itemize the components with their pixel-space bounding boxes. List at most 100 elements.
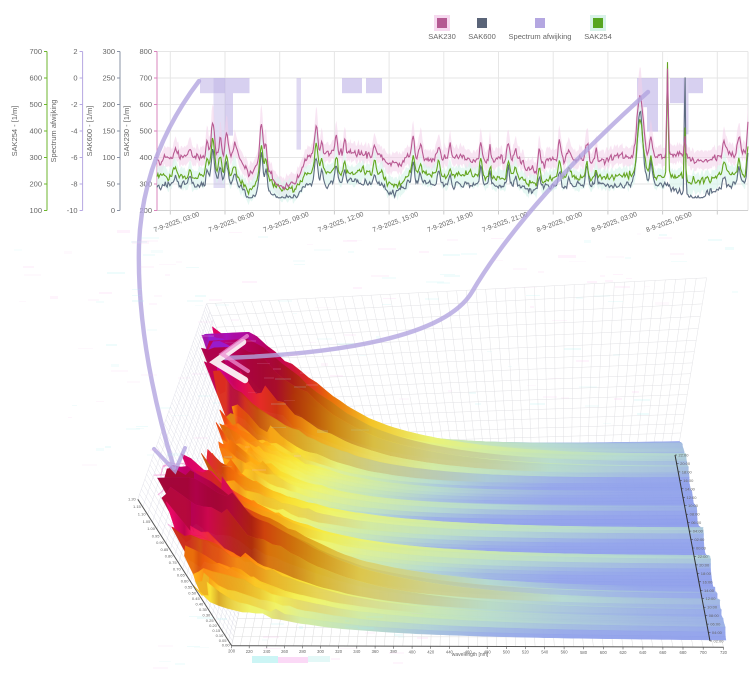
- svg-text:1.00: 1.00: [147, 526, 156, 531]
- svg-text:700: 700: [139, 74, 152, 83]
- svg-text:500: 500: [503, 650, 511, 655]
- svg-text:200: 200: [228, 649, 236, 654]
- svg-text:420: 420: [427, 649, 435, 654]
- svg-text:08:00: 08:00: [709, 613, 720, 618]
- svg-text:04:00: 04:00: [712, 630, 723, 635]
- svg-text:22:00: 22:00: [698, 554, 709, 559]
- svg-text:SAK600: SAK600: [468, 32, 496, 41]
- svg-text:08:00: 08:00: [690, 512, 701, 517]
- svg-text:0.10: 0.10: [216, 633, 225, 638]
- svg-text:600: 600: [29, 74, 42, 83]
- svg-text:0.60: 0.60: [181, 579, 190, 584]
- svg-text:320: 320: [335, 649, 343, 654]
- svg-text:680: 680: [680, 650, 688, 655]
- svg-text:260: 260: [281, 649, 289, 654]
- svg-text:20:00: 20:00: [680, 461, 691, 466]
- svg-text:-6: -6: [71, 153, 78, 162]
- svg-text:22:00: 22:00: [679, 453, 690, 458]
- svg-text:500: 500: [139, 127, 152, 136]
- svg-text:-4: -4: [71, 127, 78, 136]
- svg-text:400: 400: [29, 127, 42, 136]
- svg-text:720: 720: [720, 650, 728, 655]
- svg-text:300: 300: [29, 153, 42, 162]
- svg-text:-2: -2: [71, 100, 78, 109]
- svg-text:-8: -8: [71, 180, 78, 189]
- svg-text:0.15: 0.15: [212, 628, 221, 633]
- svg-text:04:00: 04:00: [693, 529, 704, 534]
- svg-text:300: 300: [102, 47, 115, 56]
- svg-text:18:00: 18:00: [701, 571, 712, 576]
- svg-text:0.65: 0.65: [177, 573, 186, 578]
- svg-text:400: 400: [139, 153, 152, 162]
- svg-text:560: 560: [561, 650, 569, 655]
- svg-text:620: 620: [620, 650, 628, 655]
- svg-text:Spectrum afwijking: Spectrum afwijking: [49, 100, 58, 163]
- svg-text:12:00: 12:00: [706, 596, 717, 601]
- svg-text:10:00: 10:00: [707, 605, 718, 610]
- svg-text:100: 100: [102, 153, 115, 162]
- svg-text:400: 400: [409, 649, 417, 654]
- svg-text:14:00: 14:00: [685, 486, 696, 491]
- svg-text:300: 300: [317, 649, 325, 654]
- svg-text:660: 660: [659, 650, 667, 655]
- svg-text:1.15: 1.15: [133, 504, 142, 509]
- svg-text:640: 640: [639, 650, 647, 655]
- svg-text:100: 100: [29, 206, 42, 215]
- svg-text:1.20: 1.20: [128, 496, 137, 501]
- svg-text:700: 700: [29, 47, 42, 56]
- svg-text:0.05: 0.05: [219, 638, 228, 643]
- svg-text:02:00: 02:00: [714, 639, 725, 644]
- svg-text:0: 0: [111, 206, 115, 215]
- svg-text:10:00: 10:00: [688, 503, 699, 508]
- svg-text:540: 540: [541, 650, 549, 655]
- svg-text:240: 240: [263, 649, 271, 654]
- svg-text:-10: -10: [67, 206, 78, 215]
- svg-text:20:00: 20:00: [699, 562, 710, 567]
- svg-text:0.30: 0.30: [203, 613, 212, 618]
- svg-text:12:00: 12:00: [687, 495, 698, 500]
- svg-text:600: 600: [139, 100, 152, 109]
- svg-text:360: 360: [372, 649, 380, 654]
- svg-text:Spectrum afwijking: Spectrum afwijking: [509, 32, 572, 41]
- svg-text:0.90: 0.90: [156, 540, 165, 545]
- svg-text:wavelength [nm]: wavelength [nm]: [452, 652, 489, 658]
- svg-text:1.10: 1.10: [138, 512, 147, 517]
- svg-text:SAK254: SAK254: [584, 32, 612, 41]
- svg-text:16:00: 16:00: [683, 478, 694, 483]
- svg-text:150: 150: [102, 127, 115, 136]
- svg-text:SAK600 - [1/m]: SAK600 - [1/m]: [85, 106, 94, 157]
- svg-text:0.70: 0.70: [173, 566, 182, 571]
- svg-text:06:00: 06:00: [691, 520, 702, 525]
- svg-text:580: 580: [580, 650, 588, 655]
- svg-text:1.05: 1.05: [143, 519, 152, 524]
- svg-text:700: 700: [700, 650, 708, 655]
- svg-text:16:00: 16:00: [702, 579, 713, 584]
- svg-text:520: 520: [522, 650, 530, 655]
- svg-text:06:00: 06:00: [710, 622, 721, 627]
- svg-text:50: 50: [107, 180, 115, 189]
- svg-text:00:00: 00:00: [696, 546, 707, 551]
- svg-text:2: 2: [73, 47, 77, 56]
- svg-text:250: 250: [102, 74, 115, 83]
- svg-text:0.00: 0.00: [222, 643, 231, 648]
- svg-text:0.45: 0.45: [192, 596, 201, 601]
- svg-text:18:00: 18:00: [682, 469, 693, 474]
- svg-text:0.75: 0.75: [169, 560, 178, 565]
- svg-text:600: 600: [600, 650, 608, 655]
- svg-text:220: 220: [246, 649, 254, 654]
- svg-text:0.55: 0.55: [185, 585, 194, 590]
- svg-text:02:00: 02:00: [694, 537, 705, 542]
- svg-text:800: 800: [139, 47, 152, 56]
- svg-text:0.80: 0.80: [165, 554, 174, 559]
- svg-text:0.20: 0.20: [209, 623, 218, 628]
- svg-text:0.40: 0.40: [196, 602, 205, 607]
- svg-text:200: 200: [29, 180, 42, 189]
- svg-text:340: 340: [353, 649, 361, 654]
- svg-text:0.95: 0.95: [152, 533, 161, 538]
- svg-text:SAK230 - [1/m]: SAK230 - [1/m]: [122, 106, 131, 157]
- svg-text:0: 0: [73, 74, 77, 83]
- svg-text:280: 280: [299, 649, 307, 654]
- svg-text:14:00: 14:00: [704, 588, 715, 593]
- svg-text:0.85: 0.85: [161, 547, 170, 552]
- svg-text:SAK230: SAK230: [428, 32, 456, 41]
